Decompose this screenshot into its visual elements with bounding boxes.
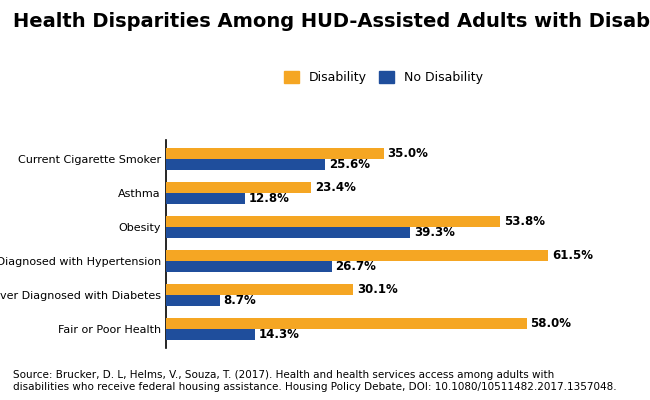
Text: 12.8%: 12.8% [249, 192, 290, 205]
Bar [166, 261, 332, 272]
Text: 53.8%: 53.8% [504, 215, 545, 228]
Text: 30.1%: 30.1% [357, 283, 398, 296]
Text: 61.5%: 61.5% [552, 249, 593, 262]
Bar [166, 159, 325, 170]
Text: 8.7%: 8.7% [224, 294, 256, 307]
Bar [166, 318, 526, 329]
Bar [166, 250, 549, 261]
Text: 14.3%: 14.3% [259, 328, 299, 341]
Text: Health Disparities Among HUD-Assisted Adults with Disabilities: Health Disparities Among HUD-Assisted Ad… [13, 12, 650, 31]
Legend: Disability, No Disability: Disability, No Disability [284, 71, 483, 84]
Bar [166, 193, 246, 204]
Text: Source: Brucker, D. L, Helms, V., Souza, T. (2017). Health and health services a: Source: Brucker, D. L, Helms, V., Souza,… [13, 370, 617, 392]
Text: 23.4%: 23.4% [315, 181, 356, 194]
Text: 25.6%: 25.6% [329, 158, 370, 171]
Bar [166, 148, 384, 159]
Bar [166, 284, 353, 295]
Bar [166, 295, 220, 306]
Text: 58.0%: 58.0% [530, 317, 571, 330]
Bar [166, 182, 311, 193]
Bar [166, 227, 410, 238]
Bar [166, 329, 255, 340]
Text: 26.7%: 26.7% [335, 260, 376, 273]
Text: 39.3%: 39.3% [414, 226, 455, 239]
Text: 35.0%: 35.0% [387, 147, 428, 160]
Bar [166, 216, 500, 227]
